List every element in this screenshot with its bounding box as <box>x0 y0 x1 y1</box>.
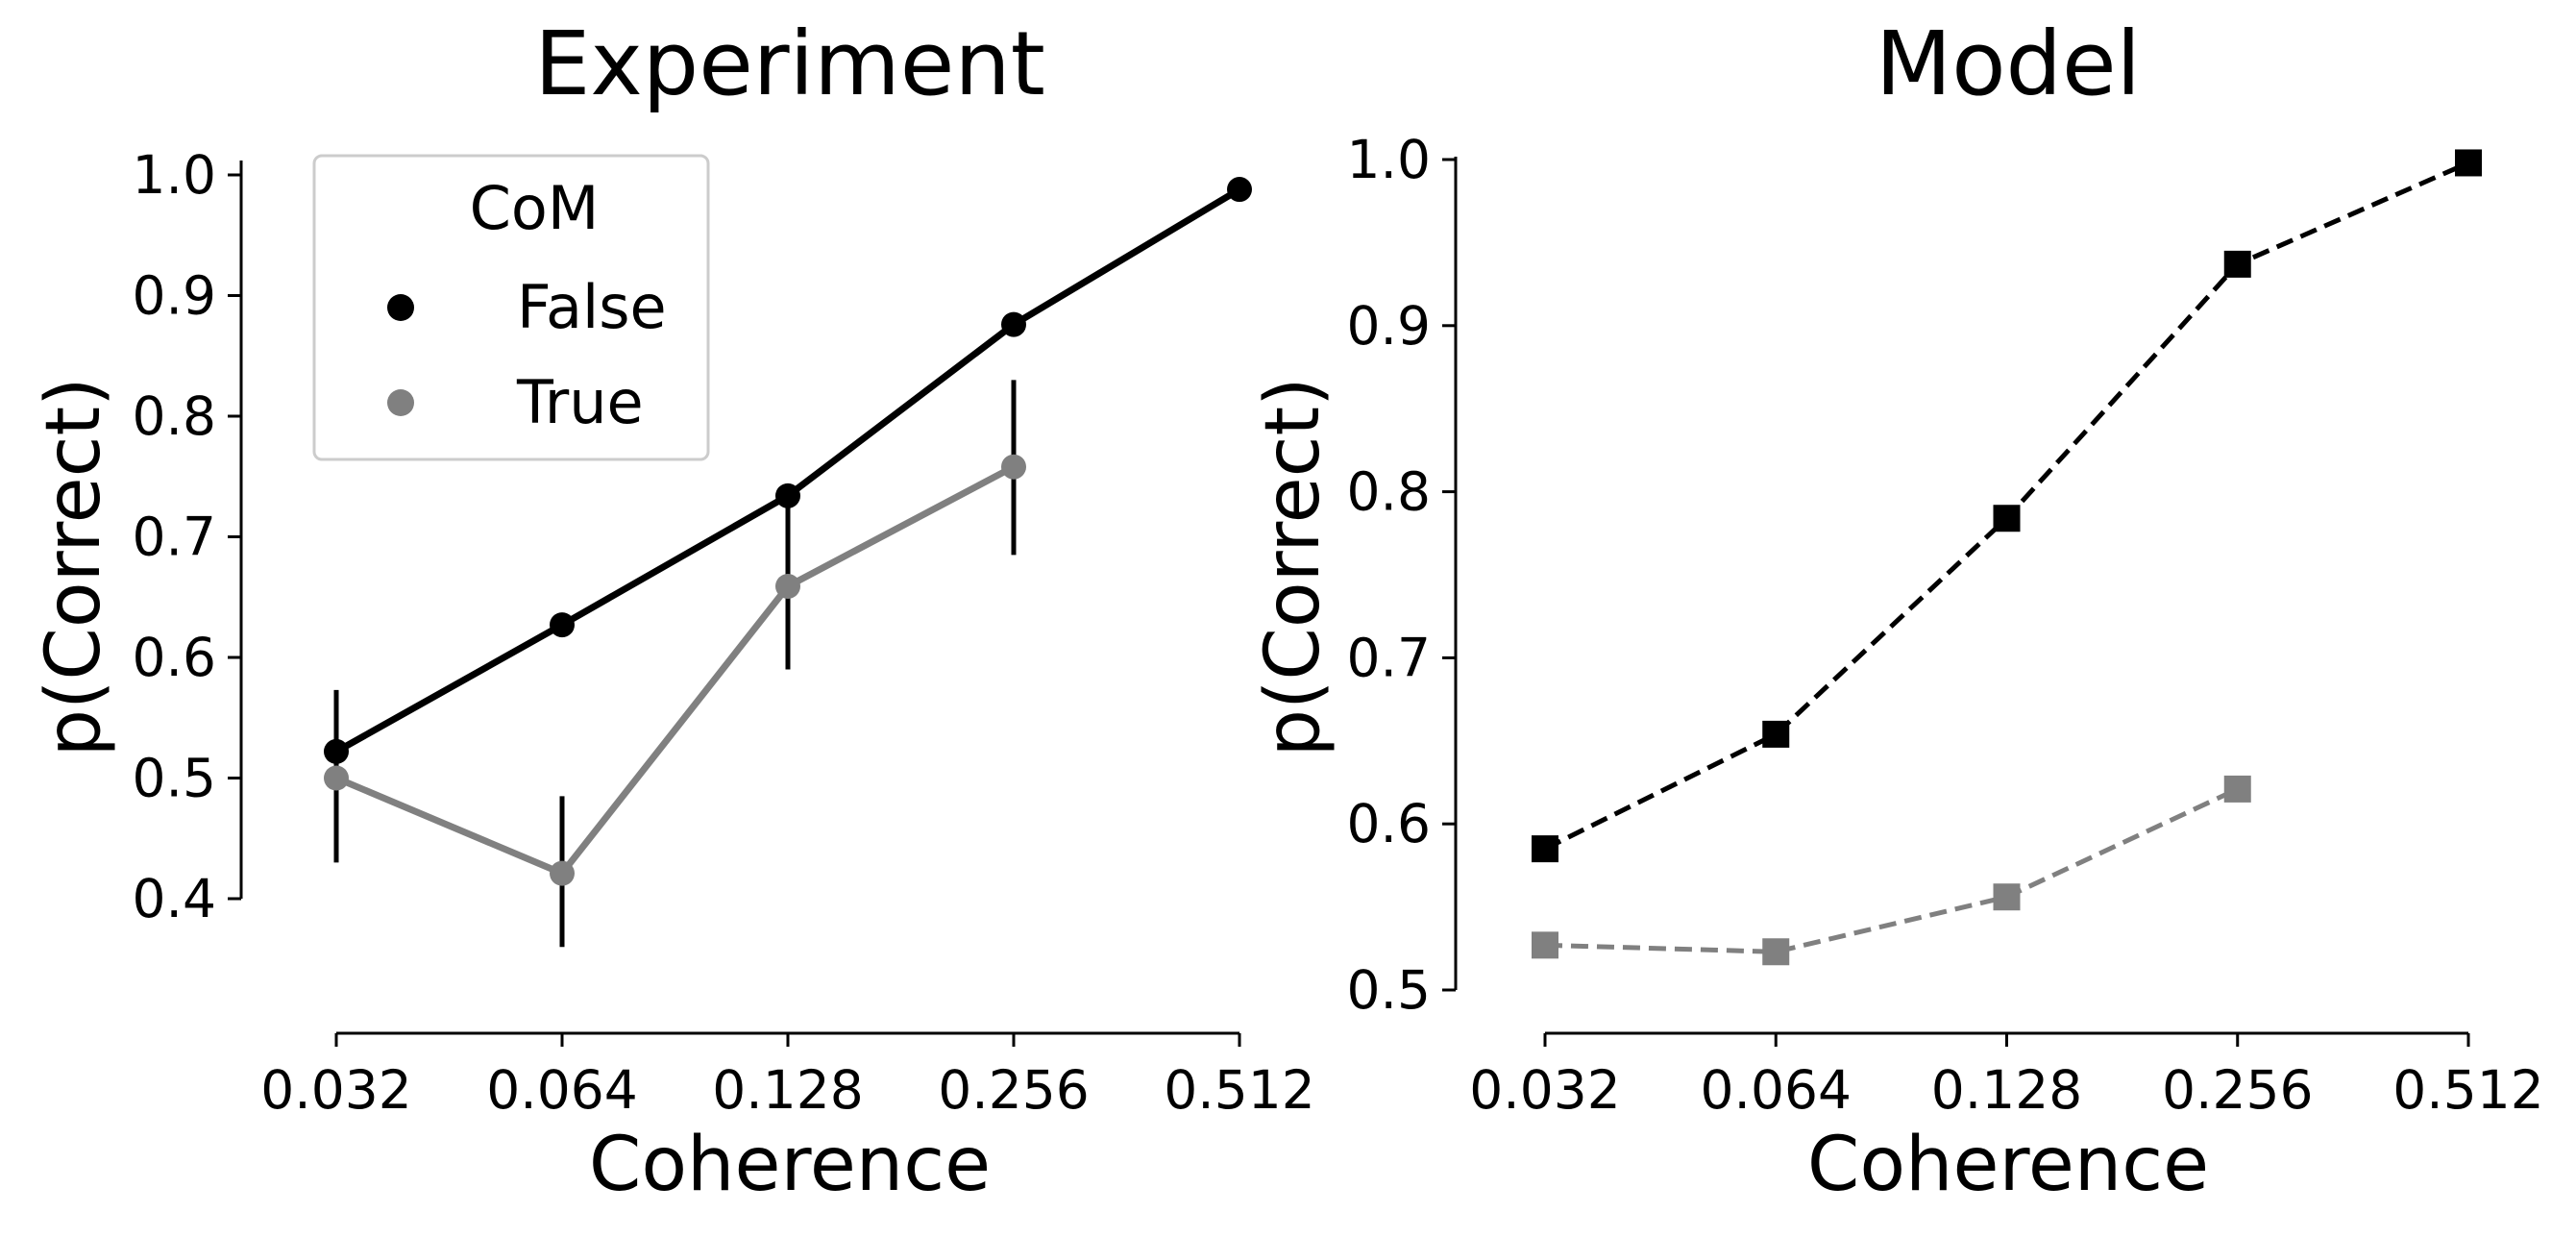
model-panel: Model Coherence p(Correct) 0.50.60.70.80… <box>1250 12 2544 1208</box>
x-tick-label: 0.128 <box>712 1059 863 1121</box>
tick-labels: 0.5 0.6 0.7 0.8 0.9 1.0 0.032 0.064 0.128 0.256 0.… <box>1347 129 2544 1121</box>
y-axis-title: p(Correct) <box>1250 377 1337 756</box>
data-point <box>1532 931 1558 959</box>
data-point <box>775 573 800 599</box>
x-tick-label: 0.032 <box>260 1059 411 1121</box>
x-tick-label: 0.512 <box>1164 1059 1314 1121</box>
y-tick-label: 0.6 <box>133 627 216 688</box>
data-point <box>1762 720 1790 748</box>
data-point <box>1762 938 1790 966</box>
series-line-true <box>1544 786 2239 954</box>
experiment-panel: Experiment Coherence p(Correct) 0.40.50.… <box>31 12 1315 1208</box>
y-tick-label: 0.4 <box>133 868 216 929</box>
legend-box <box>312 154 710 461</box>
panel-title: Model <box>1876 12 2141 115</box>
x-tick-label: 0.256 <box>938 1059 1089 1121</box>
legend: CoM False True <box>312 154 710 461</box>
data-markers <box>1532 149 2482 966</box>
y-tick-label: 0.8 <box>133 385 216 447</box>
data-point <box>1993 883 2021 911</box>
legend-title: CoM <box>470 173 600 243</box>
data-point <box>550 860 575 886</box>
x-tick-label: 0.064 <box>1701 1059 1852 1121</box>
data-point <box>1227 177 1252 203</box>
x-tick-label: 0.256 <box>2162 1059 2313 1121</box>
axes <box>228 161 1241 1047</box>
data-point <box>1993 505 2021 532</box>
y-tick-label: 0.5 <box>1347 959 1431 1021</box>
axes <box>1442 157 2470 1047</box>
x-tick-label: 0.128 <box>1931 1059 2082 1121</box>
data-point <box>324 738 349 764</box>
y-tick-label: 0.9 <box>133 265 216 327</box>
y-tick-label: 0.5 <box>133 748 216 809</box>
data-point <box>1001 311 1026 337</box>
data-point <box>1001 454 1026 480</box>
data-point <box>1532 835 1558 863</box>
y-tick-label: 0.7 <box>133 507 216 568</box>
x-axis-title: Coherence <box>1807 1122 2209 1208</box>
panel-title: Experiment <box>534 12 1045 115</box>
data-point <box>775 482 800 508</box>
series-line-true <box>334 463 1016 878</box>
legend-marker-false <box>387 294 414 321</box>
y-axis-title: p(Correct) <box>31 377 117 756</box>
tick-labels: 0.4 0.5 0.6 0.7 0.8 0.9 1.0 0.032 0.064 0.128 0.25… <box>133 144 1315 1121</box>
y-tick-label: 0.8 <box>1347 461 1431 523</box>
x-axis-title: Coherence <box>589 1122 991 1208</box>
y-tick-label: 0.7 <box>1347 627 1431 688</box>
x-tick-label: 0.512 <box>2392 1059 2543 1121</box>
x-tick-label: 0.064 <box>486 1059 637 1121</box>
data-point <box>324 765 349 791</box>
y-tick-label: 1.0 <box>133 144 216 206</box>
y-tick-label: 0.6 <box>1347 793 1431 854</box>
data-markers <box>324 177 1252 886</box>
legend-label-true: True <box>516 367 644 437</box>
legend-label-false: False <box>517 272 667 342</box>
series-lines <box>1543 161 2470 954</box>
legend-marker-true <box>387 389 414 416</box>
data-point <box>2223 775 2251 803</box>
data-point <box>2223 250 2251 278</box>
data-point <box>2455 149 2482 177</box>
x-tick-label: 0.032 <box>1469 1059 1620 1121</box>
y-tick-label: 1.0 <box>1347 129 1431 190</box>
error-bars <box>333 380 1017 948</box>
y-tick-label: 0.9 <box>1347 295 1431 357</box>
data-point <box>550 612 575 638</box>
